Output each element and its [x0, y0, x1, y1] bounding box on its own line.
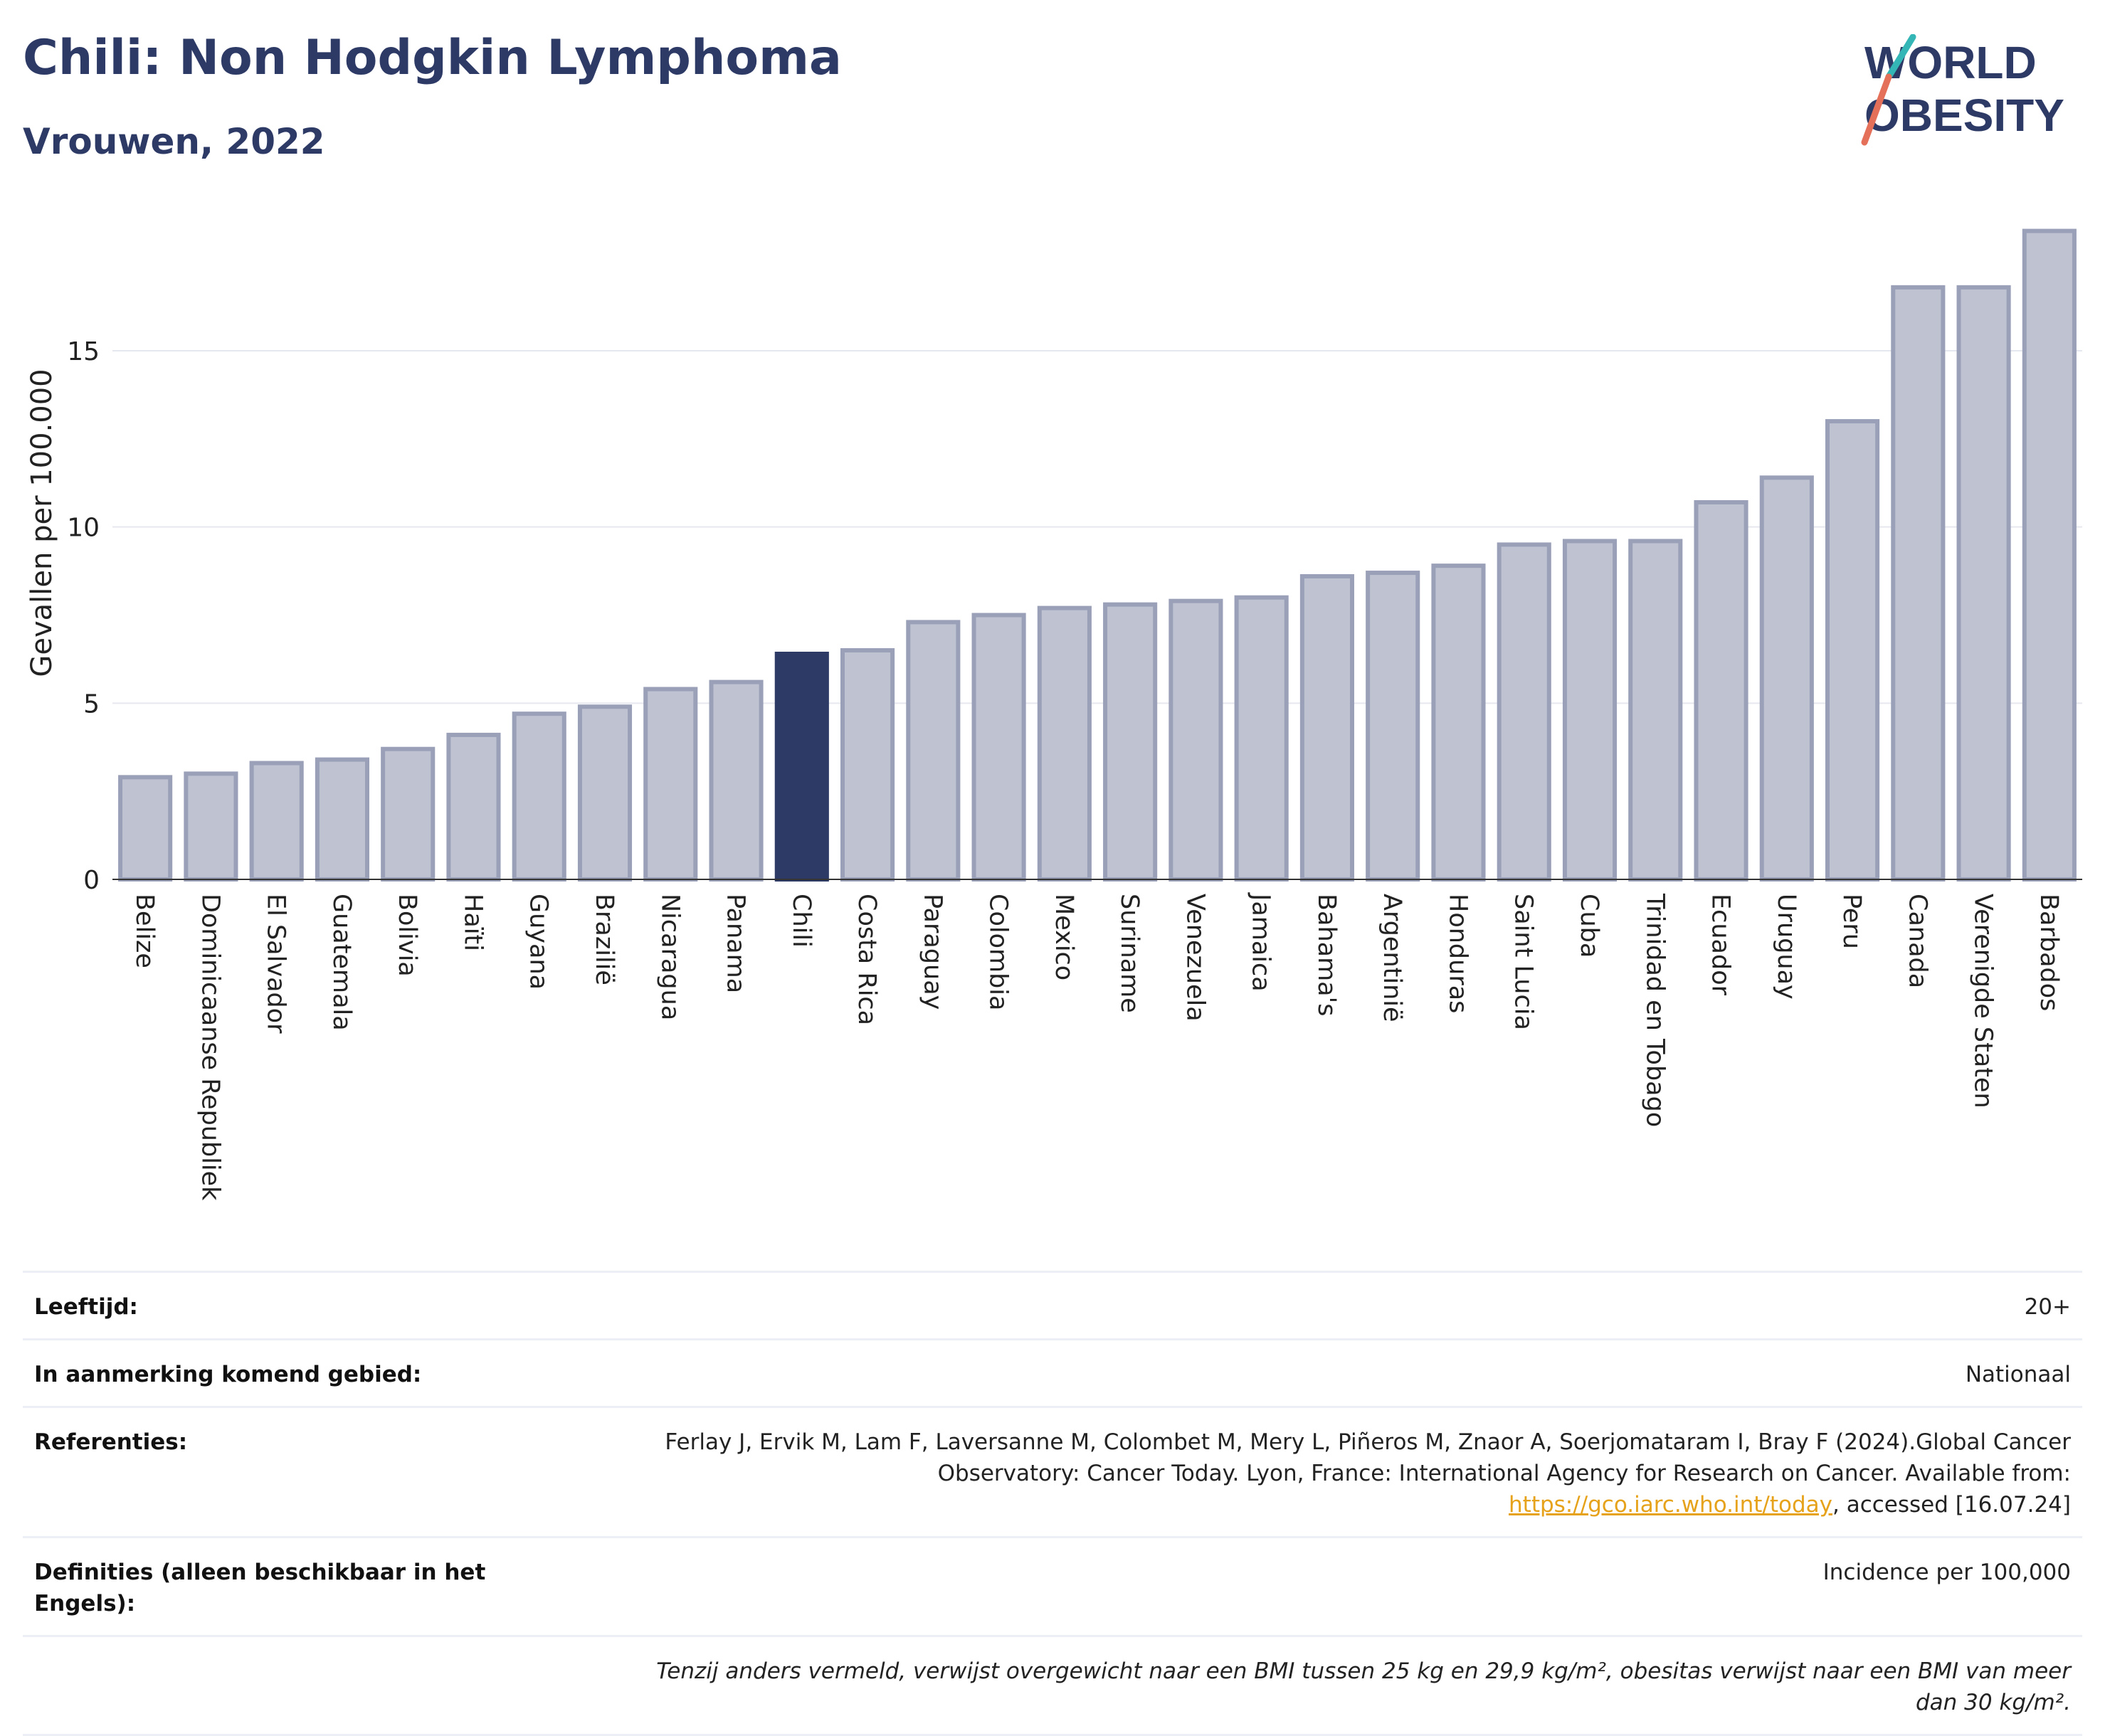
- bar-ha-ti: [446, 732, 501, 882]
- bar-bolivia: [381, 746, 436, 882]
- x-tick-label: Peru: [1837, 894, 1866, 949]
- references-text: Ferlay J, Ervik M, Lam F, Laversanne M, …: [665, 1429, 2071, 1486]
- bar-paraguay: [906, 620, 961, 882]
- area-label: In aanmerking komend gebied:: [34, 1362, 422, 1387]
- bar-ecuador: [1694, 499, 1748, 882]
- x-tick-label: El Salvador: [262, 894, 290, 1034]
- bar-cuba: [1562, 539, 1618, 882]
- y-axis-label: Gevallen per 100.000: [26, 369, 58, 677]
- logo-line1: WORLD: [1864, 37, 2037, 88]
- bar-guyana: [512, 711, 566, 882]
- x-tick-label: Nicaragua: [655, 894, 684, 1020]
- bar-peru: [1825, 419, 1880, 882]
- x-tick-label: Suriname: [1115, 894, 1144, 1013]
- y-tick-label: 5: [83, 689, 100, 719]
- bar-chili: [774, 651, 829, 882]
- references-label: Referenties:: [34, 1429, 188, 1455]
- info-row-age: Leeftijd: 20+: [23, 1271, 2082, 1338]
- x-tick-label: Venezuela: [1181, 894, 1209, 1022]
- bar-el-salvador: [249, 761, 304, 882]
- references-link[interactable]: https://gco.iarc.who.int/today: [1509, 1492, 1832, 1518]
- x-tick-label: Panama: [722, 894, 750, 993]
- definitions-value: Incidence per 100,000: [1822, 1560, 2071, 1585]
- bar-panama: [709, 679, 764, 882]
- info-row-definitions: Definities (alleen beschikbaar in het En…: [23, 1536, 2082, 1635]
- x-tick-label: Bahama's: [1312, 894, 1341, 1017]
- x-tick-label: Uruguay: [1772, 894, 1800, 1000]
- world-obesity-logo: WORLD OBESITY: [1861, 34, 2064, 146]
- x-tick-label: Guyana: [524, 894, 553, 990]
- logo-line2: OBESITY: [1864, 90, 2064, 141]
- x-tick-label: Ecuador: [1706, 894, 1735, 996]
- bar-canada: [1891, 285, 1946, 882]
- bar-honduras: [1431, 563, 1486, 882]
- bmi-note: Tenzij anders vermeld, verwijst overgewi…: [656, 1658, 2071, 1715]
- x-tick-label: Guatemala: [327, 894, 356, 1031]
- bar-dominicaanse-republiek: [184, 771, 238, 882]
- x-tick-label: Brazilië: [590, 894, 618, 985]
- x-tick-label: Canada: [1903, 894, 1931, 988]
- bar-saint-lucia: [1497, 542, 1551, 882]
- bar-barbados: [2022, 228, 2077, 882]
- references-accessed: , accessed [16.07.24]: [1832, 1492, 2071, 1518]
- y-axis-ticks: 0 5 10 15: [67, 337, 100, 895]
- page-subtitle: Vrouwen, 2022: [23, 121, 325, 162]
- bar-bahama-s: [1299, 574, 1354, 882]
- info-row-area: In aanmerking komend gebied: Nationaal: [23, 1338, 2082, 1406]
- x-tick-label: Costa Rica: [853, 894, 881, 1025]
- info-table: Leeftijd: 20+ In aanmerking komend gebie…: [23, 1271, 2082, 1736]
- bar-brazili-: [577, 704, 633, 882]
- y-tick-label: 15: [67, 337, 100, 366]
- x-axis-labels: Belize Dominicaanse Republiek El Salvador G…: [130, 892, 2063, 1201]
- area-value: Nationaal: [1965, 1362, 2071, 1387]
- x-tick-label: Saint Lucia: [1509, 894, 1538, 1030]
- chart-grid: [112, 350, 2082, 704]
- x-tick-label: Honduras: [1443, 894, 1472, 1013]
- bar-colombia: [971, 613, 1026, 882]
- bar-venezuela: [1168, 598, 1223, 882]
- x-tick-label: Chili: [787, 894, 816, 948]
- bar-jamaica: [1234, 595, 1289, 882]
- bar-mexico: [1037, 605, 1092, 882]
- bar-suriname: [1103, 602, 1158, 882]
- x-tick-label: Colombia: [984, 894, 1013, 1010]
- x-tick-label: Haïti: [458, 894, 487, 951]
- definitions-label: Definities (alleen beschikbaar in het En…: [34, 1560, 486, 1616]
- bar-nicaragua: [643, 687, 698, 882]
- x-tick-label: Argentinië: [1378, 894, 1406, 1022]
- bar-uruguay: [1759, 475, 1814, 882]
- bar-argentini-: [1366, 571, 1420, 882]
- bar-costa-rica: [840, 648, 895, 882]
- x-tick-label: Verenigde Staten: [1969, 894, 1998, 1108]
- x-tick-label: Trinidad en Tobago: [1640, 893, 1669, 1127]
- x-tick-label: Belize: [130, 894, 159, 968]
- bar-guatemala: [315, 757, 369, 882]
- bar-trinidad-en-tobago: [1628, 539, 1683, 882]
- x-tick-label: Paraguay: [918, 894, 946, 1010]
- y-tick-label: 10: [67, 514, 100, 543]
- x-tick-label: Barbados: [2035, 894, 2063, 1011]
- x-tick-label: Jamaica: [1247, 892, 1275, 992]
- x-tick-label: Mexico: [1050, 894, 1078, 980]
- info-row-note: Tenzij anders vermeld, verwijst overgewi…: [23, 1635, 2082, 1736]
- chart-bars: [118, 228, 2077, 882]
- info-row-references: Referenties: Ferlay J, Ervik M, Lam F, L…: [23, 1406, 2082, 1536]
- age-label: Leeftijd:: [34, 1294, 138, 1320]
- references-value: Ferlay J, Ervik M, Lam F, Laversanne M, …: [612, 1427, 2071, 1520]
- age-value: 20+: [2024, 1294, 2071, 1320]
- logo-slash-coral: [1861, 73, 1892, 146]
- bar-chart: 0 5 10 15 Belize Dominicaanse Republiek El Sa…: [26, 228, 2082, 1201]
- y-tick-label: 0: [83, 866, 100, 895]
- x-tick-label: Cuba: [1575, 894, 1603, 958]
- bar-belize: [118, 775, 173, 882]
- x-tick-label: Dominicaanse Republiek: [196, 894, 224, 1201]
- page-title: Chili: Non Hodgkin Lymphoma: [23, 30, 842, 86]
- x-tick-label: Bolivia: [393, 894, 421, 977]
- logo-slash-teal: [1885, 34, 1916, 80]
- bar-verenigde-staten: [1956, 285, 2011, 882]
